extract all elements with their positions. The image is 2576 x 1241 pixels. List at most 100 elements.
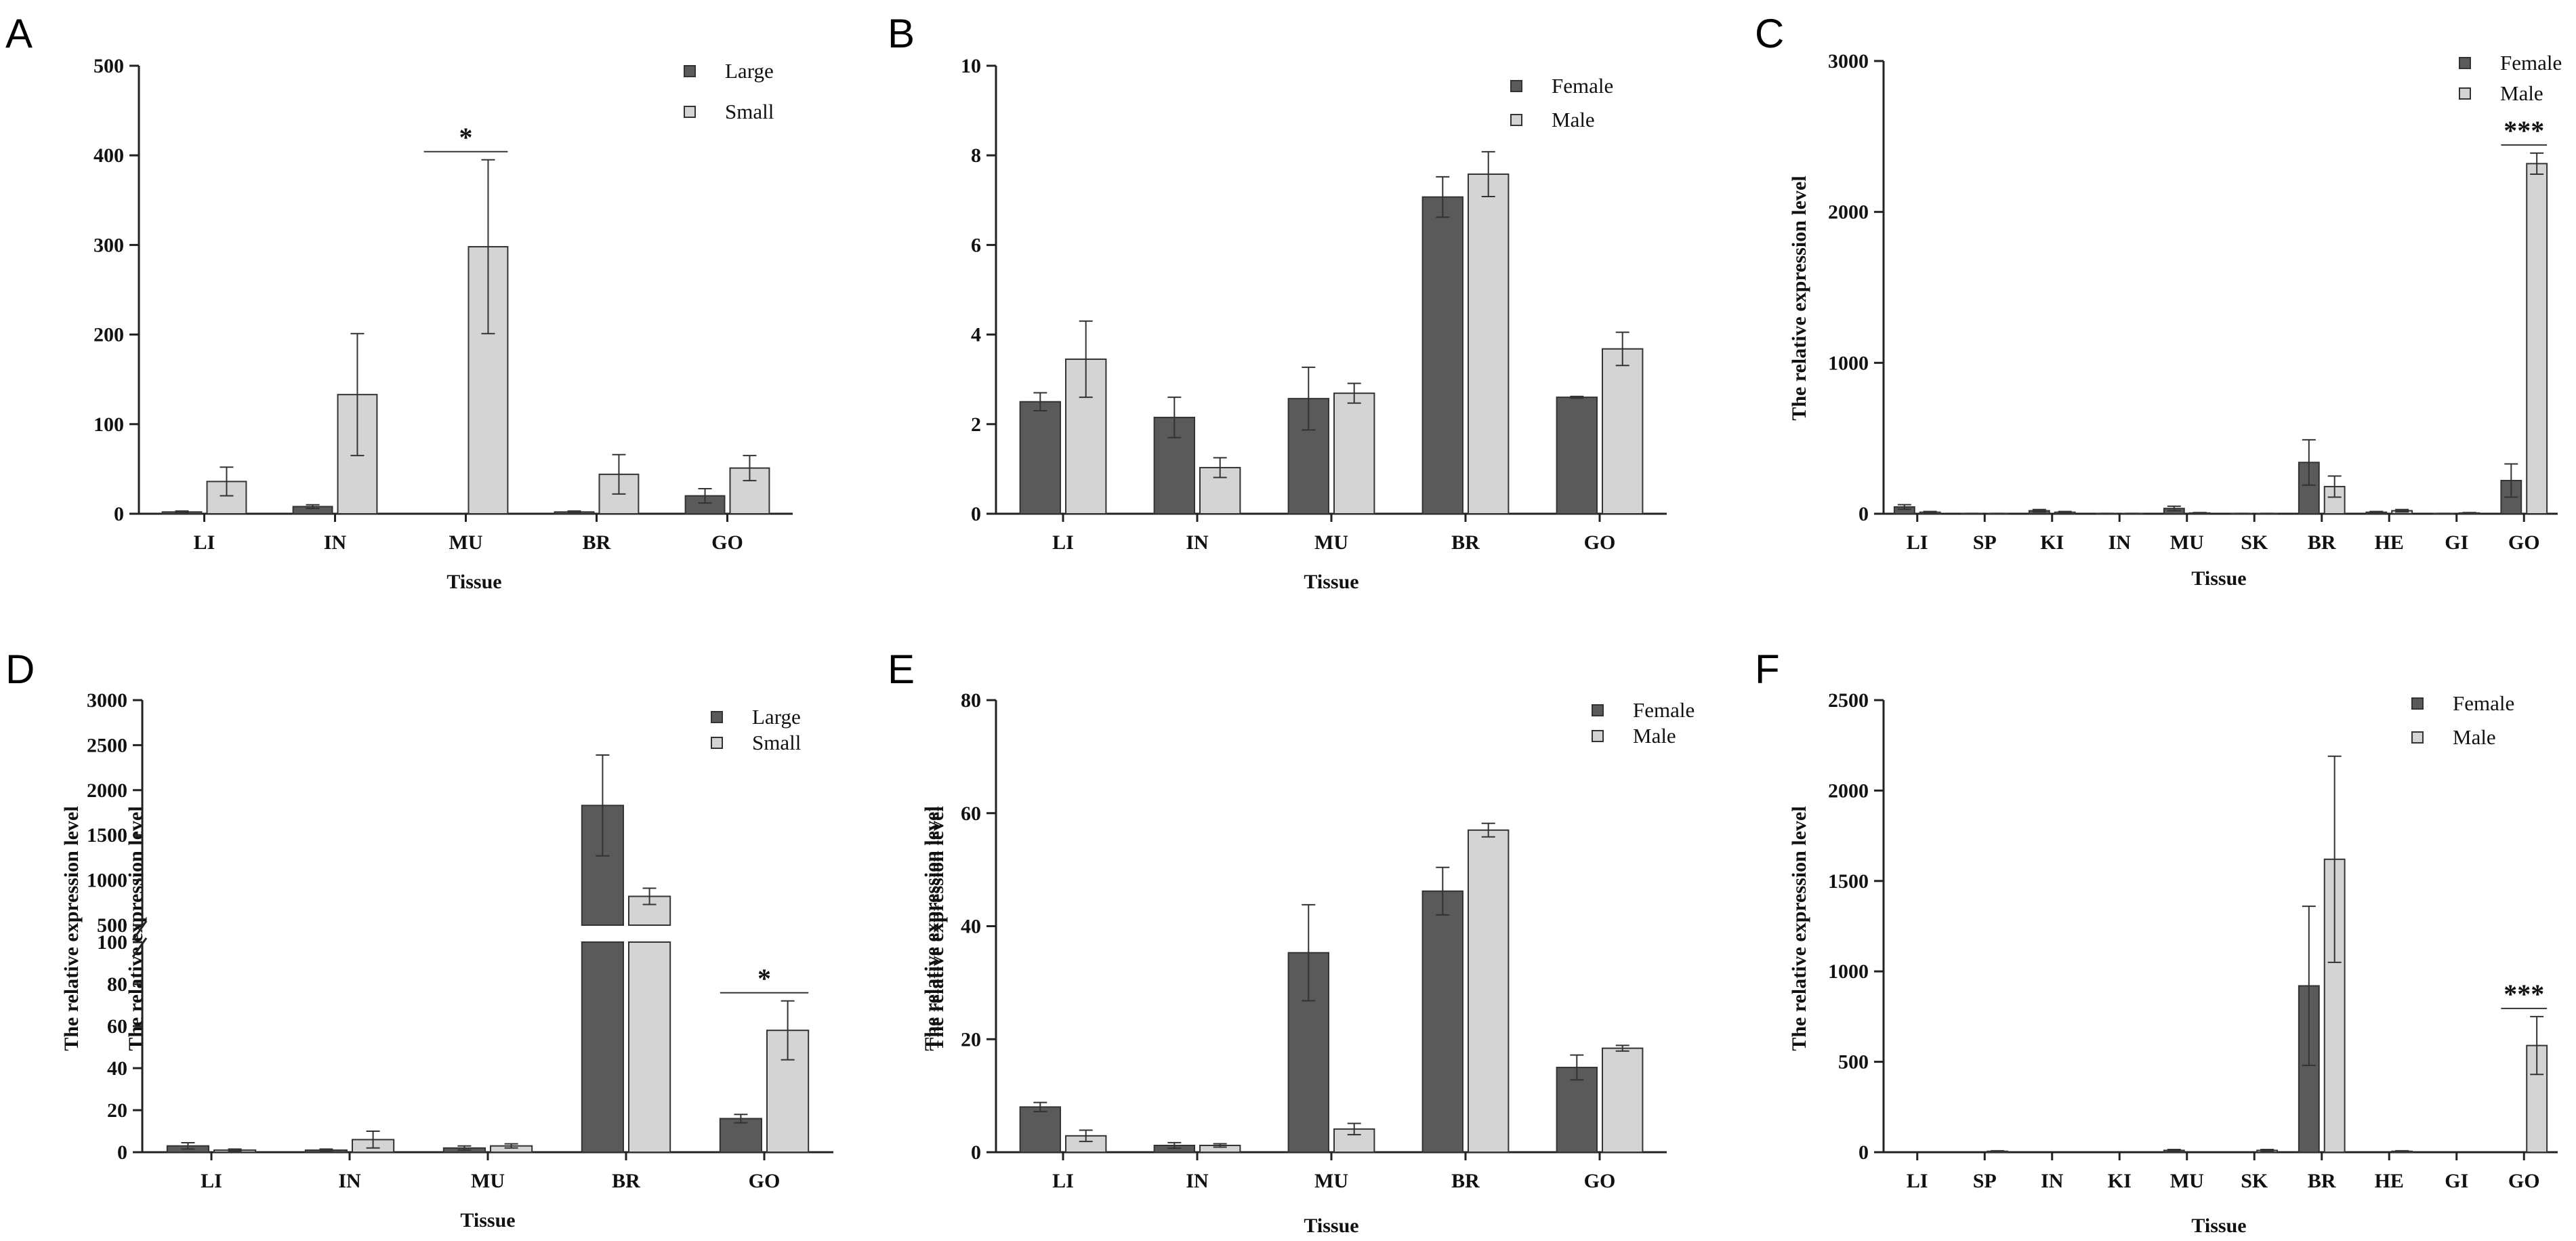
bar-male — [1468, 829, 1510, 1153]
y-tick-label: 1500 — [1828, 870, 1869, 893]
legend-swatch-small — [684, 106, 696, 118]
bar-female — [1421, 890, 1464, 1153]
y-tick-label: 0 — [971, 503, 981, 525]
y-tick-label: 80 — [107, 973, 127, 996]
x-tick-label: LI — [194, 531, 215, 554]
legend-label-female: Female — [1552, 74, 1613, 98]
y-tick-label: 500 — [94, 55, 124, 77]
x-tick-label: LI — [1907, 531, 1928, 554]
y-tick-label: 10 — [961, 55, 981, 77]
x-tick-label: IN — [1186, 531, 1209, 554]
y-tick-label: 1000 — [87, 870, 127, 892]
x-tick-label: IN — [324, 531, 347, 554]
legend-swatch-female — [2411, 697, 2424, 710]
x-tick-label: GO — [1584, 531, 1616, 554]
legend-label-female: Female — [1633, 698, 1695, 722]
y-tick-label: 200 — [94, 324, 124, 346]
x-tick-label: LI — [201, 1170, 222, 1192]
x-tick-label: MU — [449, 531, 483, 554]
bar-female — [1556, 396, 1598, 515]
legend-label-female: Female — [2500, 51, 2562, 75]
y-tick-label: 80 — [961, 689, 981, 712]
panel-B: B 0 2 4 6 8 10 The relative expression level Tis… — [888, 11, 1667, 1051]
x-tick-label: MU — [471, 1170, 505, 1192]
x-tick-label: GO — [2508, 531, 2540, 554]
x-tick-label: BR — [612, 1170, 640, 1192]
x-tick-label: BR — [1451, 531, 1480, 554]
panel-letter: E — [888, 647, 915, 692]
bar-male — [1333, 392, 1375, 514]
x-tick-label: GO — [1584, 1170, 1616, 1192]
significance-label: * — [757, 963, 771, 994]
x-tick-label: BR — [2308, 531, 2336, 554]
x-tick-label: IN — [338, 1170, 361, 1192]
panel-letter: B — [888, 11, 915, 56]
x-axis-title: Tissue — [2191, 1215, 2246, 1237]
significance-label: *** — [2504, 115, 2544, 146]
bar-male — [1602, 348, 1644, 515]
x-tick-label: HE — [2375, 1170, 2404, 1192]
y-tick-label: 2000 — [87, 779, 127, 802]
bar-large — [581, 941, 624, 1153]
y-tick-label: 100 — [94, 413, 124, 436]
legend-label-male: Male — [1633, 724, 1676, 748]
y-axis-title: The relative expression level — [921, 806, 943, 1051]
legend-label-large: Large — [752, 705, 801, 729]
x-tick-label: MU — [2170, 1170, 2204, 1192]
x-tick-label: GO — [711, 531, 743, 554]
y-tick-label: 3000 — [87, 689, 127, 712]
x-tick-label: GO — [2508, 1170, 2540, 1192]
bar-male — [2526, 163, 2548, 514]
panel-letter: C — [1755, 11, 1784, 56]
y-tick-label: 0 — [114, 503, 124, 525]
y-tick-label: 2000 — [1828, 201, 1869, 224]
x-tick-label: IN — [1186, 1170, 1209, 1192]
x-axis-title: Tissue — [1304, 571, 1358, 593]
y-tick-label: 40 — [107, 1057, 127, 1080]
y-tick-label: 20 — [961, 1028, 981, 1051]
x-tick-label: LI — [1907, 1170, 1928, 1192]
y-tick-label: 0 — [971, 1141, 981, 1164]
legend-label-female: Female — [2453, 691, 2514, 715]
y-axis-title: The relative expression level — [60, 806, 83, 1051]
x-tick-label: LI — [1052, 531, 1074, 554]
legend-swatch-male — [2459, 87, 2471, 100]
x-tick-label: IN — [2108, 531, 2132, 554]
x-tick-label: KI — [2108, 1170, 2132, 1192]
bar-small — [628, 941, 671, 1153]
axis-break-mark — [131, 920, 148, 941]
y-tick-label: 0 — [117, 1141, 127, 1164]
x-tick-label: SK — [2241, 531, 2268, 554]
x-tick-label: MU — [1314, 1170, 1348, 1192]
legend-label-small: Small — [752, 731, 801, 754]
legend-swatch-male — [2411, 731, 2424, 744]
legend-swatch-large — [684, 65, 696, 77]
legend-swatch-female — [2459, 57, 2471, 69]
y-tick-label: 40 — [961, 916, 981, 938]
y-tick-label: 300 — [94, 234, 124, 256]
x-tick-label: SK — [2241, 1170, 2268, 1192]
x-tick-label: MU — [2170, 531, 2204, 554]
y-tick-label: 2500 — [1828, 689, 1869, 712]
y-axis-title: The relative expression level — [1788, 806, 1810, 1051]
y-tick-label: 1500 — [87, 824, 127, 847]
bar-female — [1556, 1066, 1598, 1153]
axis-break-mark — [131, 937, 148, 958]
y-tick-label: 20 — [107, 1099, 127, 1122]
x-tick-label: GI — [2445, 531, 2468, 554]
y-axis-title: The relative expression level — [125, 806, 147, 1051]
legend-swatch-female — [1510, 80, 1522, 92]
x-tick-label: BR — [583, 531, 611, 554]
x-tick-label: GI — [2445, 1170, 2468, 1192]
legend-swatch-male — [1592, 730, 1604, 742]
significance-label: *** — [2504, 979, 2544, 1009]
x-axis-title: Tissue — [1304, 1215, 1358, 1237]
bar-male — [1468, 173, 1510, 514]
y-tick-label: 6 — [971, 234, 981, 256]
y-tick-label: 2 — [971, 413, 981, 436]
y-tick-label: 8 — [971, 144, 981, 167]
panel-letter: D — [5, 647, 35, 692]
